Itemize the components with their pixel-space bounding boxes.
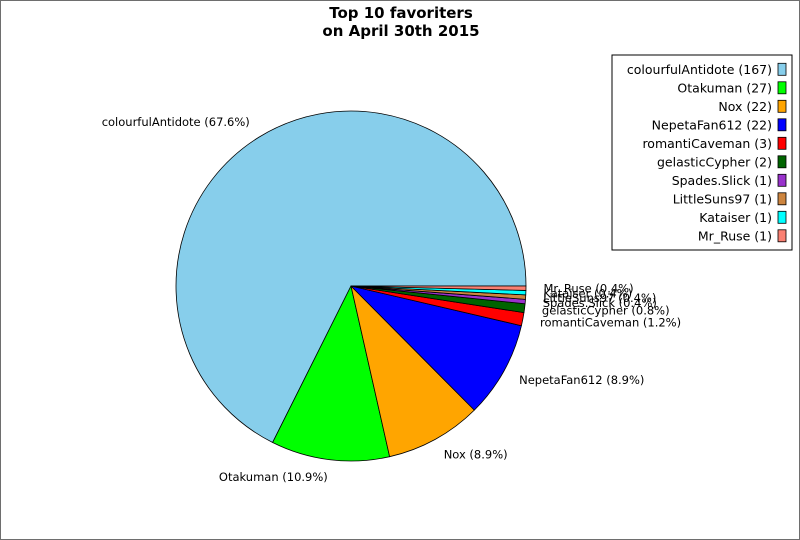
slice-label-mr-ruse: Mr_Ruse (0.4%): [544, 281, 634, 295]
legend-box: [611, 54, 793, 251]
legend-swatch-kataiser: [777, 210, 787, 224]
legend-swatch-otakuman: [777, 81, 787, 95]
pie-slice-labels: colourfulAntidote (67.6%) Otakuman (10.9%…: [102, 115, 681, 484]
slice-label-colourfulantidote: colourfulAntidote (67.6%): [102, 115, 250, 129]
pie-slice-nox: [350, 285, 475, 458]
legend-entry-spades-slick: Spades.Slick (1): [672, 173, 772, 188]
pie-slice-otakuman: [272, 285, 391, 462]
slice-label-kataiser: Kataiser (0.4%): [543, 286, 632, 300]
legend-entry-nepetafan612: NepetaFan612 (22): [652, 117, 772, 132]
legend-swatch-littlesuns97: [777, 192, 787, 206]
pie-slice-mr-ruse: [350, 285, 527, 291]
legend-entry-mr-ruse: Mr_Ruse (1): [698, 228, 772, 243]
pie-slice-colourfulantidote: [175, 110, 527, 443]
legend-swatch-gelasticcypher: [777, 155, 787, 169]
legend-entry-gelasticcypher: gelasticCypher (2): [657, 154, 772, 169]
slice-label-nepetafan612: NepetaFan612 (8.9%): [519, 373, 644, 387]
slice-label-littlesuns97: LittleSuns97 (0.4%): [543, 291, 656, 305]
legend-swatch-spades-slick: [777, 173, 787, 187]
chart-title-line-1: Top 10 favoriters: [329, 4, 473, 22]
legend-entry-colourfulantidote: colourfulAntidote (167): [627, 62, 772, 77]
legend-swatch-colourfulantidote: [777, 62, 787, 76]
slice-label-nox: Nox (8.9%): [444, 448, 508, 462]
slice-label-romanticaveman: romantiCaveman (1.2%): [540, 316, 681, 330]
legend-entry-nox: Nox (22): [718, 99, 772, 114]
slice-label-otakuman: Otakuman (10.9%): [219, 470, 328, 484]
slice-label-gelasticcypher: gelasticCypher (0.8%): [542, 303, 670, 317]
legend-swatch-mr-ruse: [777, 229, 787, 243]
slice-label-spades-slick: Spades.Slick (0.4%): [543, 296, 657, 310]
legend-swatch-romanticaveman: [777, 136, 787, 150]
pie-slice-nepetafan612: [350, 285, 522, 411]
legend-entry-otakuman: Otakuman (27): [677, 80, 772, 95]
pie-slices: [175, 110, 527, 462]
chart-title-line-2: on April 30th 2015: [322, 22, 479, 40]
legend-entry-romanticaveman: romantiCaveman (3): [642, 136, 772, 151]
chart-title: Top 10 favoriters on April 30th 2015: [322, 4, 479, 40]
legend-entry-kataiser: Kataiser (1): [699, 210, 772, 225]
legend-swatch-nepetafan612: [777, 118, 787, 132]
legend-swatch-nox: [777, 99, 787, 113]
legend: colourfulAntidote (167) Otakuman (27) Nox …: [611, 54, 793, 251]
legend-entry-littlesuns97: LittleSuns97 (1): [673, 191, 772, 206]
